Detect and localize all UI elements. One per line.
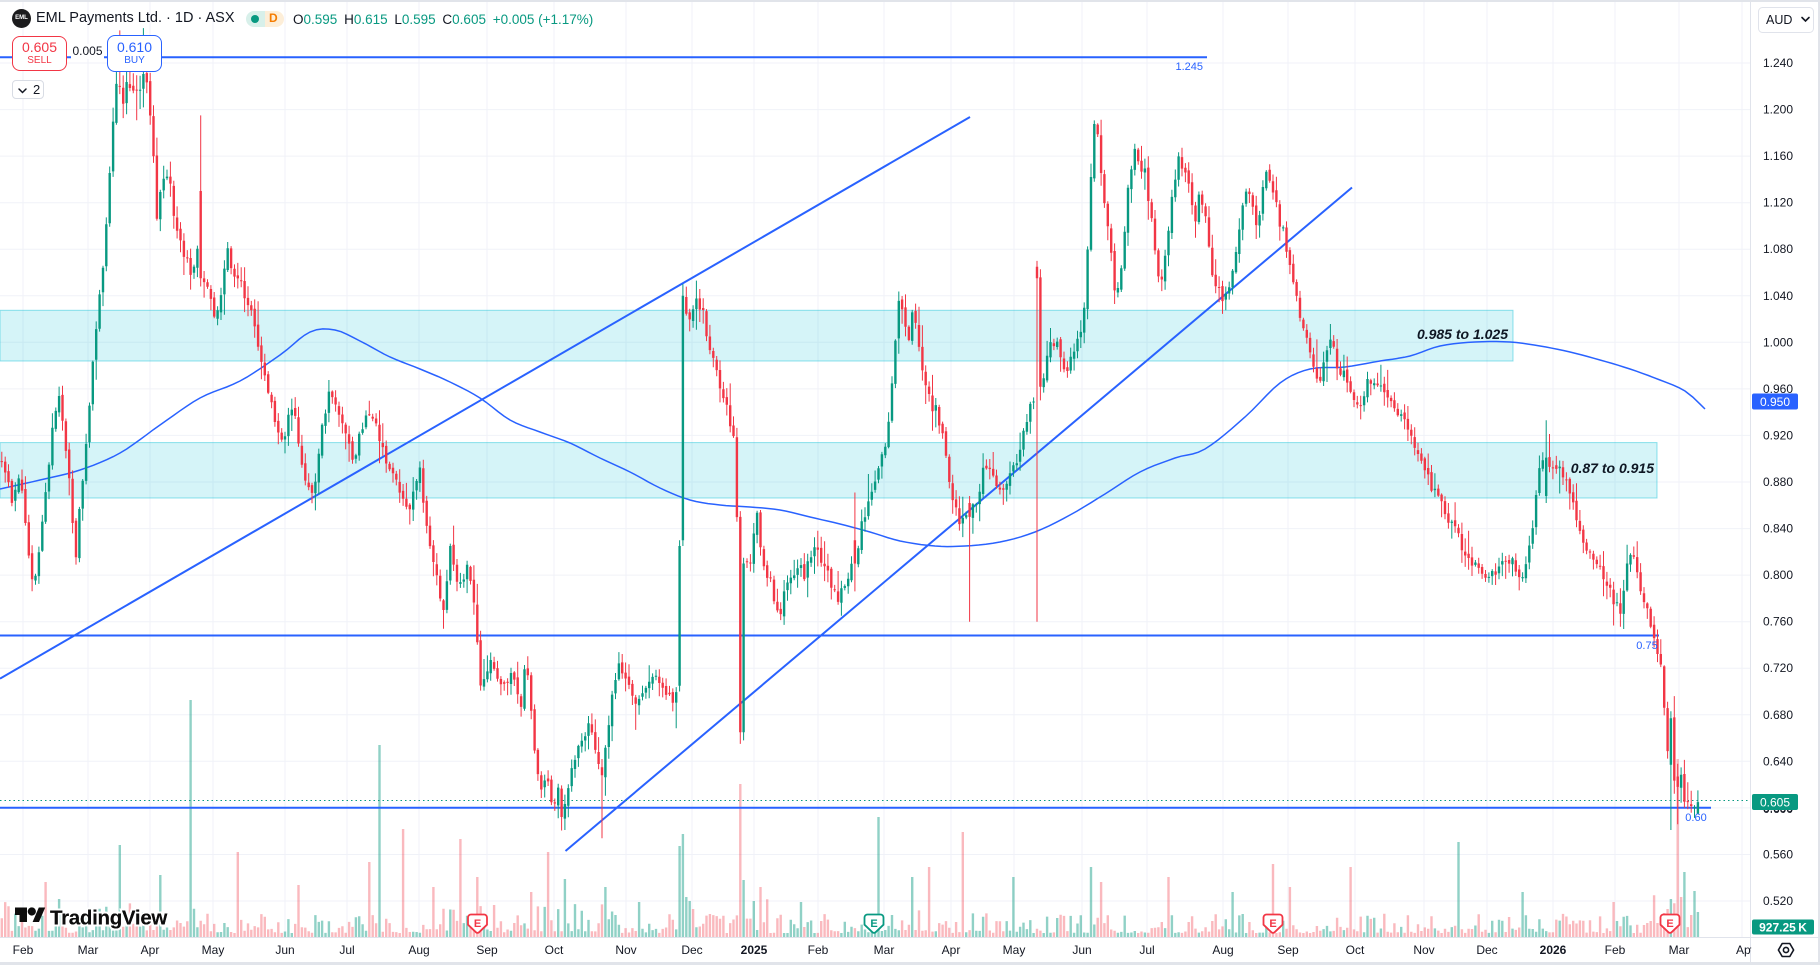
svg-text:E: E [1269,918,1276,930]
svg-text:0.720: 0.720 [1763,661,1793,675]
svg-text:Sep: Sep [476,943,498,957]
svg-text:TradingView: TradingView [50,907,167,930]
svg-text:Jul: Jul [1139,943,1154,957]
svg-text:Dec: Dec [1476,943,1497,957]
svg-text:927.25 K: 927.25 K [1759,921,1807,935]
svg-text:0.640: 0.640 [1763,754,1793,768]
svg-text:May: May [1003,943,1026,957]
svg-text:0.950: 0.950 [1760,395,1790,409]
svg-text:Apr: Apr [141,943,160,957]
svg-text:Sep: Sep [1277,943,1299,957]
svg-text:TradingView: TradingView [50,907,167,930]
svg-text:Dec: Dec [681,943,702,957]
svg-text:0.920: 0.920 [1763,428,1793,442]
svg-text:0.960: 0.960 [1763,382,1793,396]
svg-text:May: May [202,943,225,957]
svg-text:1.000: 1.000 [1763,335,1793,349]
svg-text:1.040: 1.040 [1763,289,1793,303]
svg-text:0.760: 0.760 [1763,615,1793,629]
svg-text:Jun: Jun [275,943,294,957]
svg-text:1.080: 1.080 [1763,242,1793,256]
svg-text:Ap: Ap [1736,943,1751,957]
svg-text:1.245: 1.245 [1175,61,1203,73]
svg-text:Apr: Apr [942,943,961,957]
svg-text:Feb: Feb [13,943,34,957]
svg-text:Mar: Mar [874,943,895,957]
svg-text:1.240: 1.240 [1763,56,1793,70]
svg-text:E: E [474,918,481,930]
svg-text:0.985 to 1.025: 0.985 to 1.025 [1417,326,1508,342]
svg-text:E: E [870,918,877,930]
svg-text:E: E [1666,918,1673,930]
svg-text:0.60: 0.60 [1685,812,1706,824]
svg-text:0.680: 0.680 [1763,708,1793,722]
svg-text:0.75: 0.75 [1636,640,1657,652]
svg-text:0.840: 0.840 [1763,522,1793,536]
svg-text:0.605: 0.605 [1760,796,1790,810]
svg-text:1.200: 1.200 [1763,103,1793,117]
svg-text:1.120: 1.120 [1763,196,1793,210]
svg-text:Oct: Oct [1346,943,1365,957]
svg-text:Feb: Feb [1605,943,1626,957]
svg-text:0.880: 0.880 [1763,475,1793,489]
svg-text:Feb: Feb [808,943,829,957]
svg-text:Nov: Nov [1413,943,1434,957]
svg-text:Jul: Jul [339,943,354,957]
svg-text:Aug: Aug [1212,943,1233,957]
svg-text:Nov: Nov [615,943,636,957]
svg-text:Aug: Aug [408,943,429,957]
svg-text:Mar: Mar [1669,943,1690,957]
svg-text:0.560: 0.560 [1763,848,1793,862]
svg-text:Mar: Mar [78,943,99,957]
svg-text:0.800: 0.800 [1763,568,1793,582]
svg-text:0.87 to 0.915: 0.87 to 0.915 [1571,460,1654,476]
svg-text:2026: 2026 [1540,943,1567,957]
svg-text:0.520: 0.520 [1763,894,1793,908]
svg-text:Oct: Oct [545,943,564,957]
svg-text:AUD: AUD [1766,13,1792,27]
svg-text:1.160: 1.160 [1763,149,1793,163]
svg-text:Jun: Jun [1072,943,1091,957]
svg-text:2025: 2025 [741,943,768,957]
